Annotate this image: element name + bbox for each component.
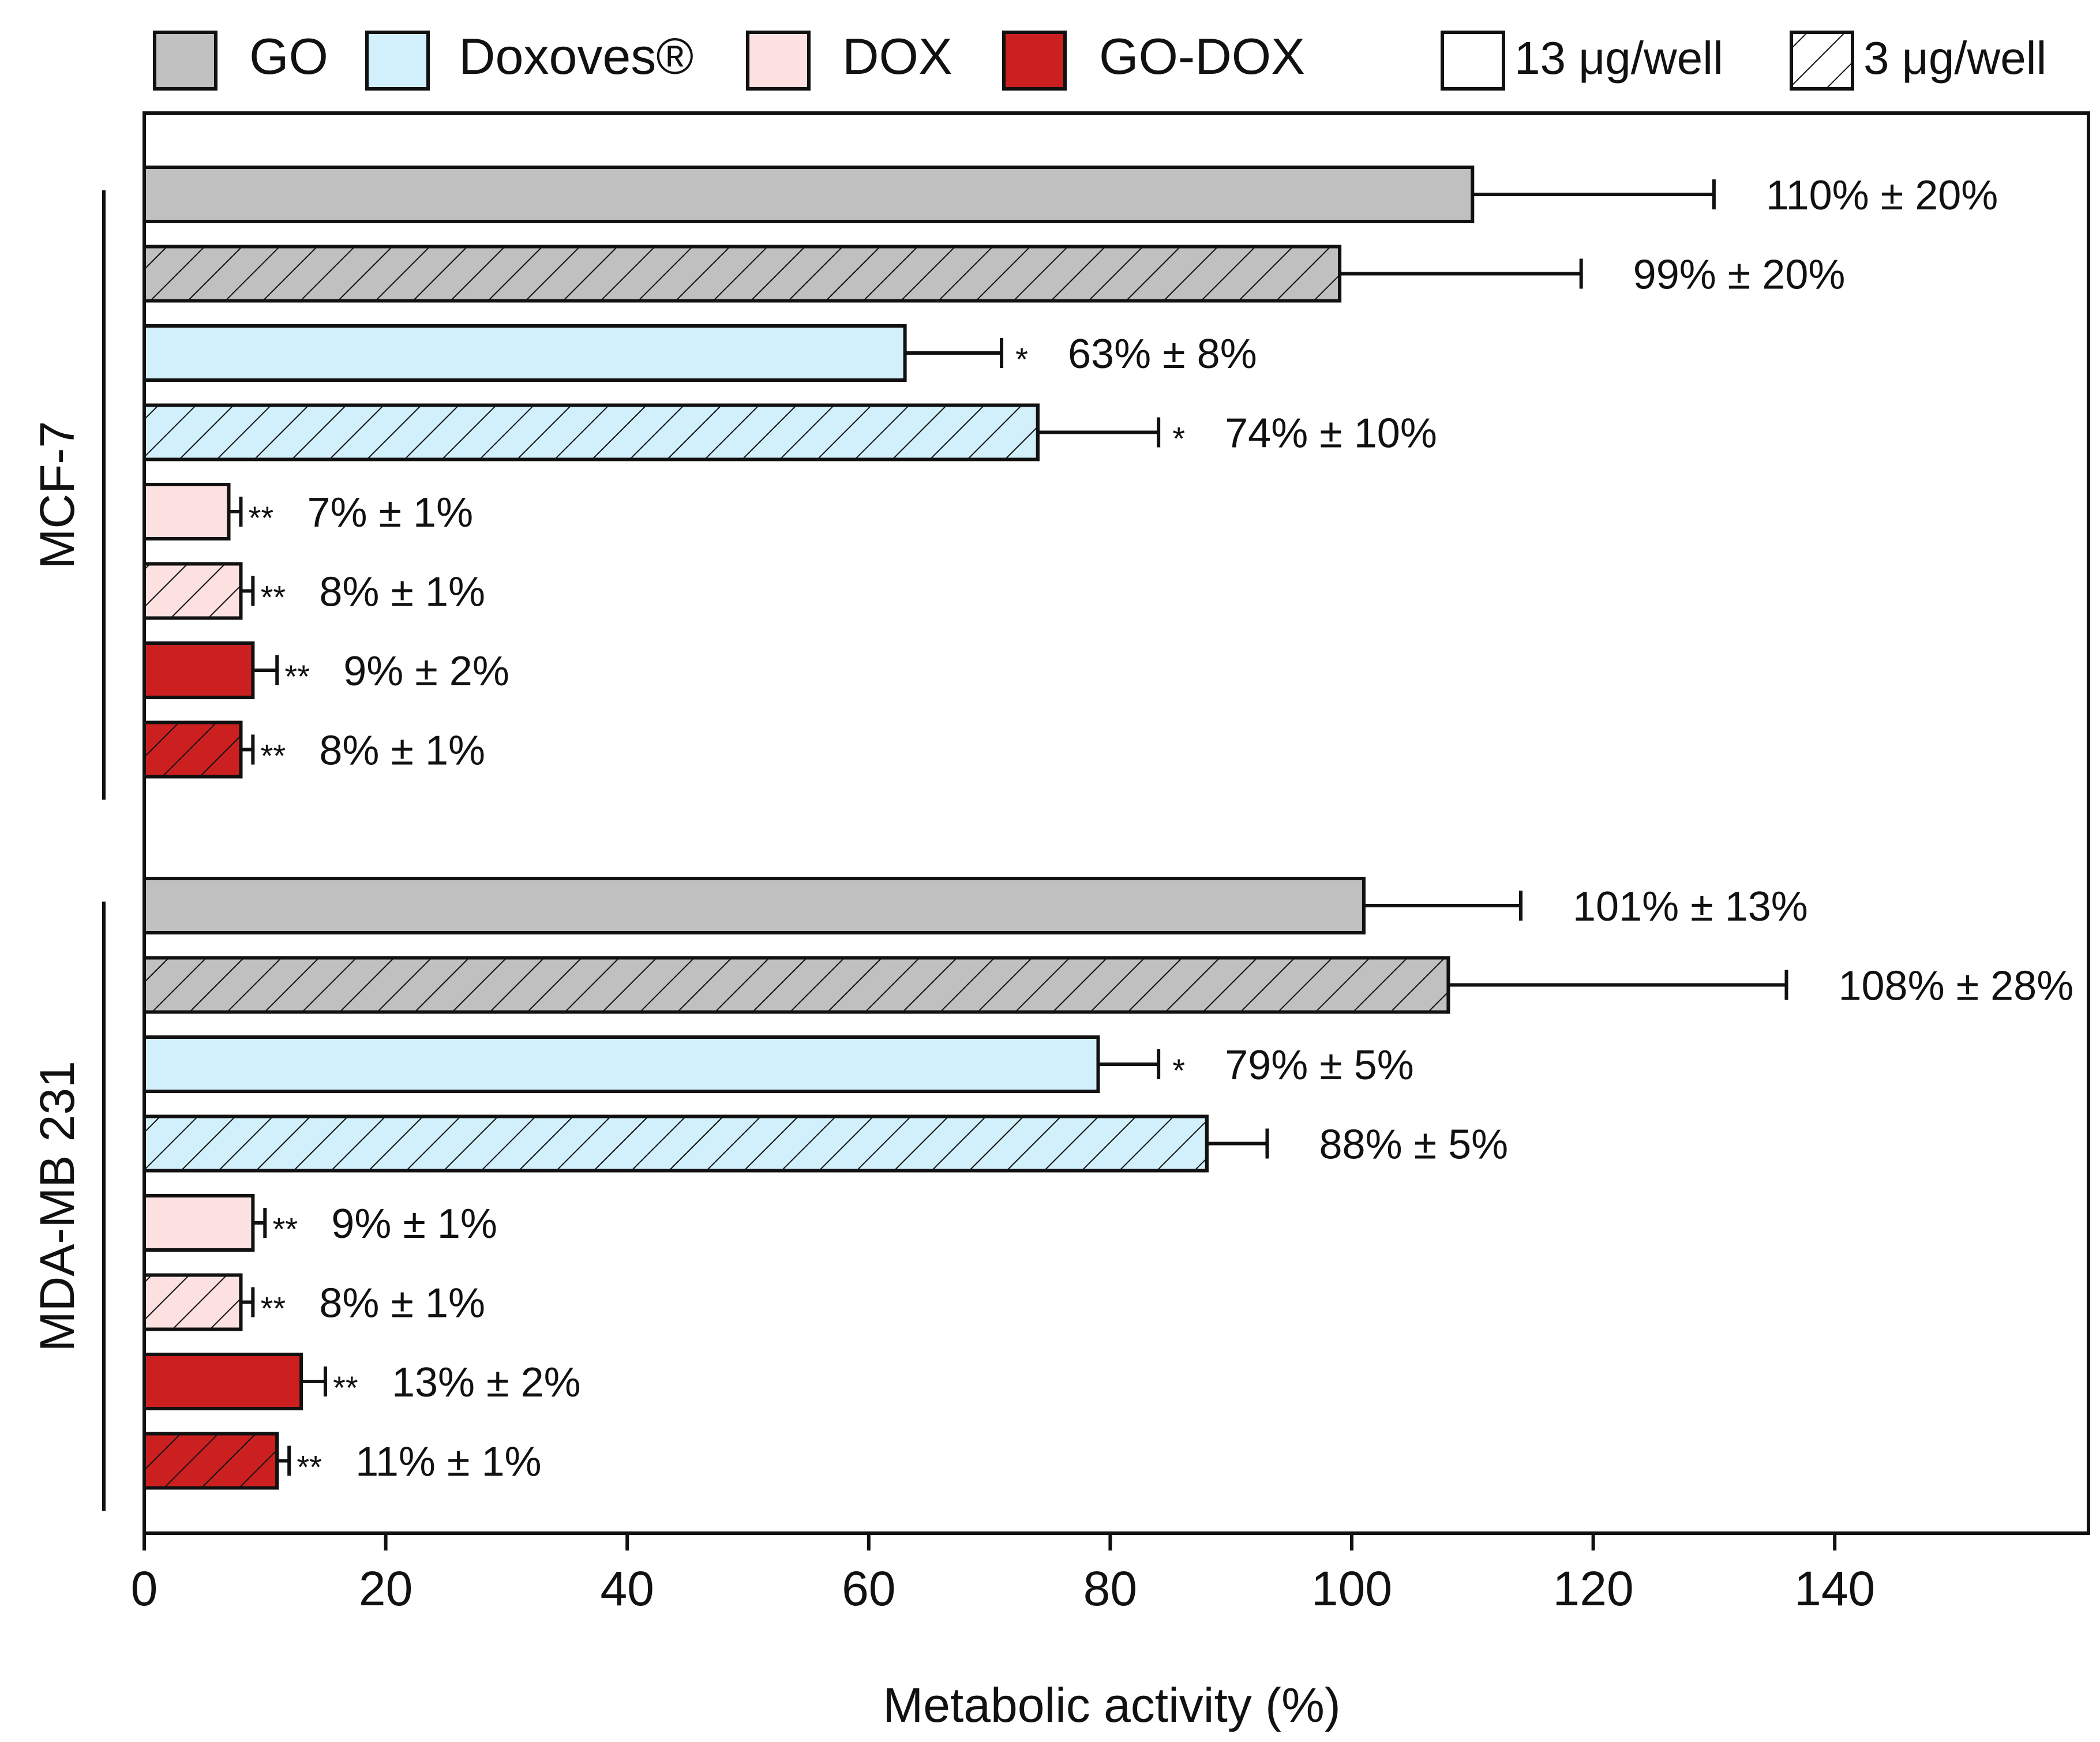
group-label: MDA-MB 231 xyxy=(30,1061,84,1351)
data-label: 74% ± 10% xyxy=(1225,411,1437,457)
bar-hatch xyxy=(142,403,1040,461)
x-axis: 0 20 40 60 80 100 120 140 xyxy=(131,1533,1875,1616)
legend-label: GO-DOX xyxy=(1099,28,1305,85)
legend-label: Doxoves® xyxy=(459,28,693,85)
data-label: 63% ± 8% xyxy=(1068,331,1257,377)
bar-hatch xyxy=(142,1273,243,1331)
data-label: 99% ± 20% xyxy=(1633,252,1846,298)
x-tick-label: 100 xyxy=(1311,1561,1392,1616)
bar-hatch xyxy=(142,562,243,620)
data-label: 79% ± 5% xyxy=(1225,1042,1414,1088)
significance-marker: ** xyxy=(261,738,286,774)
data-label: 101% ± 13% xyxy=(1573,884,1808,930)
bar xyxy=(142,1353,303,1410)
data-label: 8% ± 1% xyxy=(319,1281,485,1327)
bar xyxy=(142,877,1366,934)
bar xyxy=(142,324,907,382)
legend-label: 13 μg/well xyxy=(1514,32,1723,84)
legend: GO Doxoves® DOX GO-DOX 13 μg/well 3 μg/well xyxy=(153,28,2046,91)
bar xyxy=(142,166,1475,223)
group-label: MCF-7 xyxy=(30,421,84,569)
bar-hatch xyxy=(142,245,1342,303)
x-tick-label: 0 xyxy=(131,1561,158,1616)
significance-marker: ** xyxy=(261,579,286,615)
x-tick-label: 40 xyxy=(600,1561,654,1616)
legend-swatch xyxy=(746,31,811,91)
data-label: 11% ± 1% xyxy=(355,1439,541,1485)
x-tick-label: 120 xyxy=(1553,1561,1634,1616)
plot-frame xyxy=(142,111,2090,1535)
data-label: 8% ± 1% xyxy=(319,728,485,774)
bar-hatch xyxy=(142,720,243,779)
bars: 110% ± 20%99% ± 20%* 63% ± 8%* 74% ± 10%**… xyxy=(142,166,2073,1490)
legend-swatch xyxy=(365,31,430,91)
legend-label: DOX xyxy=(842,28,952,85)
bar xyxy=(142,1194,255,1252)
legend-swatch-hatch xyxy=(1790,31,1854,91)
legend-swatch xyxy=(153,31,217,91)
significance-marker: ** xyxy=(273,1211,298,1247)
x-tick-label: 80 xyxy=(1083,1561,1137,1616)
x-tick-label: 20 xyxy=(359,1561,412,1616)
data-label: 7% ± 1% xyxy=(307,490,473,536)
data-label: 8% ± 1% xyxy=(319,569,485,615)
legend-swatch xyxy=(1441,31,1505,91)
legend-label: GO xyxy=(249,28,328,85)
data-label: 108% ± 28% xyxy=(1838,963,2073,1009)
bar-hatch xyxy=(142,956,1450,1014)
bar xyxy=(142,641,255,699)
significance-marker: * xyxy=(1172,1052,1185,1088)
data-label: 9% ± 1% xyxy=(331,1201,497,1247)
x-tick-label: 60 xyxy=(842,1561,895,1616)
group-brackets: MCF-7 MDA-MB 231 xyxy=(30,190,106,1511)
legend-label: 3 μg/well xyxy=(1863,32,2046,84)
significance-marker: ** xyxy=(297,1449,322,1485)
significance-marker: ** xyxy=(249,500,274,536)
bar xyxy=(142,483,231,540)
significance-marker: * xyxy=(1015,341,1028,377)
legend-swatch xyxy=(1002,31,1067,91)
significance-marker: * xyxy=(1172,421,1185,457)
data-label: 88% ± 5% xyxy=(1319,1122,1508,1168)
bar-hatch xyxy=(142,1432,279,1490)
significance-marker: ** xyxy=(261,1290,286,1327)
data-label: 110% ± 20% xyxy=(1766,172,1998,219)
x-axis-label: Metabolic activity (%) xyxy=(883,1678,1341,1732)
data-label: 9% ± 2% xyxy=(343,648,509,694)
bar-hatch xyxy=(142,1114,1209,1173)
bar xyxy=(142,1035,1100,1093)
significance-marker: ** xyxy=(284,658,310,694)
significance-marker: ** xyxy=(333,1369,358,1406)
data-label: 13% ± 2% xyxy=(392,1360,581,1406)
x-tick-label: 140 xyxy=(1794,1561,1875,1616)
